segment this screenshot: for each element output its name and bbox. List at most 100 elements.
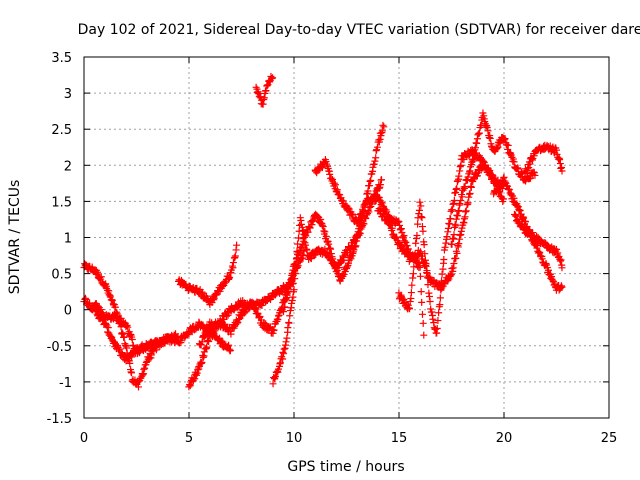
data-point bbox=[484, 127, 492, 135]
data-point bbox=[417, 288, 425, 296]
data-point bbox=[413, 232, 421, 240]
data-point bbox=[330, 179, 338, 187]
x-tick-label: 10 bbox=[286, 431, 303, 446]
data-point bbox=[295, 251, 303, 259]
x-tick-label: 20 bbox=[496, 431, 513, 446]
data-point bbox=[409, 270, 417, 278]
data-point bbox=[520, 214, 528, 222]
data-point bbox=[467, 183, 475, 191]
data-point bbox=[226, 346, 234, 354]
data-point bbox=[253, 88, 261, 96]
data-point bbox=[556, 257, 564, 265]
data-point bbox=[285, 319, 293, 327]
data-point bbox=[453, 184, 461, 192]
data-point bbox=[376, 135, 384, 143]
data-point bbox=[425, 289, 433, 297]
data-point bbox=[97, 273, 105, 281]
data-point bbox=[464, 199, 472, 207]
data-point bbox=[294, 240, 302, 248]
data-point bbox=[414, 220, 422, 228]
data-point bbox=[510, 194, 518, 202]
data-point bbox=[388, 224, 396, 232]
data-point bbox=[285, 281, 293, 289]
data-point bbox=[452, 222, 460, 230]
data-point bbox=[558, 264, 566, 272]
data-point bbox=[510, 158, 518, 166]
data-point bbox=[260, 94, 268, 102]
data-point bbox=[327, 250, 335, 258]
data-point bbox=[372, 154, 380, 162]
data-point bbox=[552, 245, 560, 253]
data-point bbox=[456, 163, 464, 171]
data-point bbox=[299, 241, 307, 249]
data-point bbox=[493, 144, 501, 152]
data-point bbox=[437, 277, 445, 285]
data-point bbox=[240, 309, 248, 317]
data-point bbox=[531, 171, 539, 179]
data-point bbox=[281, 303, 289, 311]
data-point bbox=[227, 330, 235, 338]
data-point bbox=[442, 239, 450, 247]
y-tick-label: 1.5 bbox=[51, 195, 72, 210]
data-point bbox=[344, 259, 352, 267]
data-point bbox=[276, 360, 284, 368]
data-point bbox=[479, 157, 487, 165]
data-point bbox=[229, 259, 237, 267]
data-point bbox=[456, 200, 464, 208]
data-point bbox=[278, 287, 286, 295]
data-point bbox=[370, 160, 378, 168]
data-point bbox=[86, 299, 94, 307]
data-point bbox=[120, 333, 128, 341]
data-point bbox=[307, 254, 315, 262]
data-point bbox=[517, 168, 525, 176]
data-point bbox=[513, 202, 521, 210]
data-point bbox=[412, 239, 420, 247]
data-point bbox=[103, 322, 111, 330]
series-track-7 bbox=[252, 72, 277, 108]
data-point bbox=[464, 173, 472, 181]
data-point bbox=[360, 207, 368, 215]
data-point bbox=[366, 177, 374, 185]
data-point bbox=[97, 306, 105, 314]
data-point bbox=[475, 129, 483, 137]
data-point bbox=[483, 123, 491, 131]
data-point bbox=[141, 364, 149, 372]
data-point bbox=[450, 259, 458, 267]
data-point bbox=[453, 249, 461, 257]
data-point bbox=[359, 208, 367, 216]
data-point bbox=[458, 224, 466, 232]
data-point bbox=[421, 250, 429, 258]
data-point bbox=[282, 338, 290, 346]
data-point bbox=[249, 299, 257, 307]
data-point bbox=[458, 193, 466, 201]
data-point bbox=[500, 195, 508, 203]
data-point bbox=[342, 265, 350, 272]
data-point bbox=[262, 87, 270, 95]
data-point bbox=[203, 343, 211, 351]
data-point bbox=[283, 291, 291, 299]
data-point bbox=[525, 164, 533, 172]
data-point bbox=[208, 331, 216, 339]
x-axis-label: GPS time / hours bbox=[287, 459, 404, 475]
series-track-16 bbox=[521, 141, 566, 177]
data-point bbox=[465, 190, 473, 198]
data-point bbox=[292, 260, 300, 268]
data-point bbox=[124, 323, 132, 331]
y-tick-label: 2 bbox=[64, 159, 72, 174]
data-point bbox=[225, 345, 233, 353]
data-point bbox=[198, 338, 206, 346]
data-point bbox=[423, 269, 431, 277]
data-point bbox=[400, 295, 408, 303]
data-point bbox=[501, 135, 509, 143]
data-point bbox=[152, 337, 160, 345]
data-points bbox=[80, 72, 566, 391]
data-point bbox=[536, 249, 544, 257]
y-tick-label: 0 bbox=[64, 304, 72, 319]
data-point bbox=[380, 211, 388, 219]
data-point bbox=[462, 207, 470, 215]
x-tick-label: 0 bbox=[80, 431, 88, 446]
y-tick-label: 2.5 bbox=[51, 123, 72, 138]
data-point bbox=[420, 331, 428, 339]
data-point bbox=[108, 297, 116, 305]
